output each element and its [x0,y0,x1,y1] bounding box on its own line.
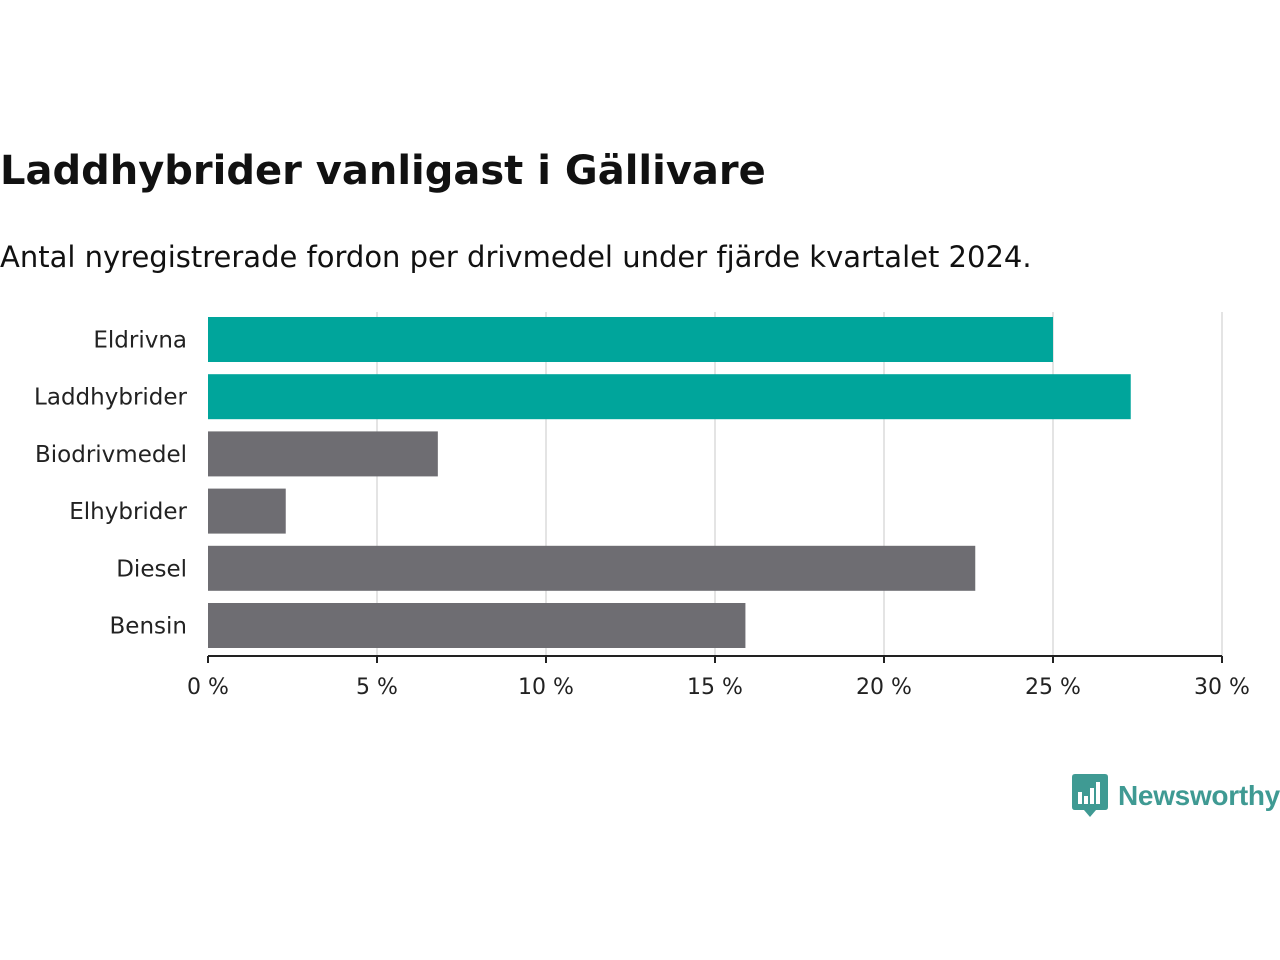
brand-name: Newsworthy [1118,780,1280,811]
newsworthy-brand: Newsworthy [1072,774,1280,818]
bar-bensin [208,603,746,648]
bar-diesel [208,545,976,591]
chart-subtitle: Antal nyregistrerade fordon per drivmede… [0,240,1032,274]
category-label: Elhybrider [69,499,187,525]
x-tick-label: 15 % [687,675,743,700]
category-label: Bensin [110,614,187,640]
newsworthy-logo-icon [1072,774,1108,817]
bar-eldrivna [208,317,1053,362]
category-label: Eldrivna [93,328,187,354]
x-tick-label: 20 % [856,675,912,700]
category-label: Laddhybrider [34,385,187,411]
bar-elhybrider [208,488,286,534]
x-tick-label: 10 % [518,675,574,700]
x-tick-label: 25 % [1025,675,1081,700]
bar-laddhybrider [208,374,1131,420]
bar-chart: Eldrivna Laddhybrider Biodrivmedel Elhybrid… [34,312,1250,700]
x-tick-label: 30 % [1194,675,1250,700]
chart-title: Laddhybrider vanligast i Gällivare [0,148,766,194]
category-label: Biodrivmedel [35,442,187,468]
x-tick-label: 5 % [356,675,398,700]
category-label: Diesel [116,556,187,582]
bar-biodrivmedel [208,431,438,477]
x-tick-label: 0 % [187,675,229,700]
